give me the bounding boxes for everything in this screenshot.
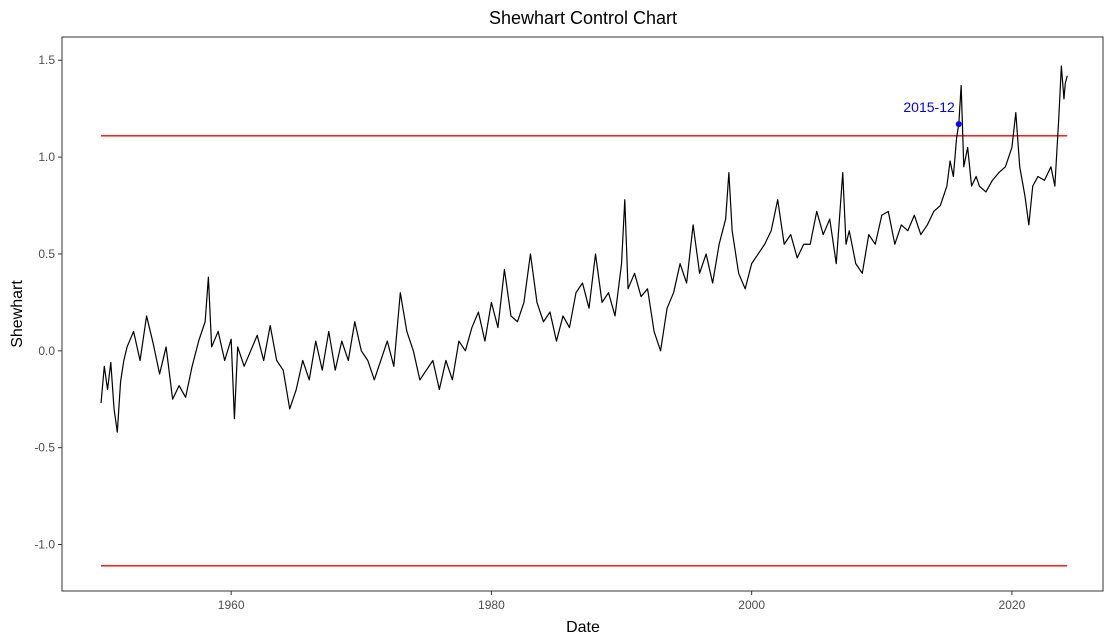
y-axis: -1.0 -0.5 0.0 0.5 1.0 1.5	[34, 53, 62, 552]
y-tick-label: 1.0	[38, 150, 55, 164]
x-tick-label: 2020	[999, 598, 1026, 612]
x-tick-label: 1960	[218, 598, 245, 612]
series-line	[100, 65, 1068, 433]
y-tick-label: 0.0	[38, 344, 55, 358]
x-axis: 1960 1980 2000 2020	[218, 591, 1026, 612]
y-tick-label: 1.5	[38, 53, 55, 67]
series-group	[100, 65, 1068, 433]
control-limits	[101, 135, 1068, 567]
x-axis-title: Date	[566, 619, 600, 636]
chart-title: Shewhart Control Chart	[489, 8, 677, 28]
y-axis-title: Shewhart	[9, 280, 26, 348]
highlight-point	[955, 121, 962, 128]
x-tick-label: 2000	[738, 598, 765, 612]
x-tick-label: 1980	[478, 598, 505, 612]
highlighted-points: 2015-12	[903, 99, 962, 128]
y-tick-label: 0.5	[38, 247, 55, 261]
highlight-label: 2015-12	[903, 99, 955, 115]
y-tick-label: -0.5	[34, 441, 55, 455]
y-tick-label: -1.0	[34, 538, 55, 552]
plot-panel	[61, 36, 1104, 592]
